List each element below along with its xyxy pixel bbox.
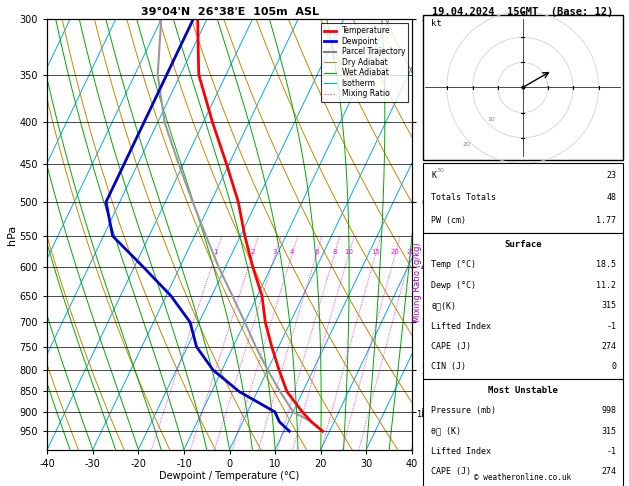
Text: Temp (°C): Temp (°C) xyxy=(431,260,476,269)
Text: 315: 315 xyxy=(601,301,616,310)
Text: CAPE (J): CAPE (J) xyxy=(431,468,471,476)
Text: 274: 274 xyxy=(601,342,616,351)
Text: © weatheronline.co.uk: © weatheronline.co.uk xyxy=(474,473,571,482)
Bar xyxy=(423,233,623,379)
Text: Lifted Index: Lifted Index xyxy=(431,322,491,330)
Text: Most Unstable: Most Unstable xyxy=(487,386,558,395)
Text: 19.04.2024  15GMT  (Base: 12): 19.04.2024 15GMT (Base: 12) xyxy=(432,7,613,17)
Legend: Temperature, Dewpoint, Parcel Trajectory, Dry Adiabat, Wet Adiabat, Isotherm, Mi: Temperature, Dewpoint, Parcel Trajectory… xyxy=(321,23,408,102)
Text: kt: kt xyxy=(431,19,442,29)
Text: 1.77: 1.77 xyxy=(596,216,616,225)
Text: 15: 15 xyxy=(371,249,380,255)
Text: 10: 10 xyxy=(344,249,353,255)
Text: -1: -1 xyxy=(606,322,616,330)
Text: Dewp (°C): Dewp (°C) xyxy=(431,281,476,290)
Text: CAPE (J): CAPE (J) xyxy=(431,342,471,351)
X-axis label: Dewpoint / Temperature (°C): Dewpoint / Temperature (°C) xyxy=(160,471,299,481)
Text: Lifted Index: Lifted Index xyxy=(431,447,491,456)
Y-axis label: km
ASL: km ASL xyxy=(431,225,446,244)
Text: 274: 274 xyxy=(601,468,616,476)
Text: 48: 48 xyxy=(606,193,616,202)
Text: CIN (J): CIN (J) xyxy=(431,363,466,371)
Text: 315: 315 xyxy=(601,427,616,435)
Text: 11.2: 11.2 xyxy=(596,281,616,290)
Bar xyxy=(423,379,623,486)
Text: 30: 30 xyxy=(437,168,445,174)
Text: 23: 23 xyxy=(606,171,616,180)
Text: 18.5: 18.5 xyxy=(596,260,616,269)
Text: Pressure (mb): Pressure (mb) xyxy=(431,406,496,415)
Text: K: K xyxy=(431,171,437,180)
Bar xyxy=(423,15,623,160)
Text: 1: 1 xyxy=(213,249,218,255)
Text: Mixing Ratio (g/kg): Mixing Ratio (g/kg) xyxy=(413,242,422,322)
Text: 10: 10 xyxy=(487,118,496,122)
Text: 8: 8 xyxy=(332,249,337,255)
Text: 25: 25 xyxy=(406,249,415,255)
Text: 998: 998 xyxy=(601,406,616,415)
Bar xyxy=(423,163,623,233)
Text: 4: 4 xyxy=(290,249,294,255)
Text: 6: 6 xyxy=(314,249,318,255)
Text: Totals Totals: Totals Totals xyxy=(431,193,496,202)
Title: 39°04'N  26°38'E  105m  ASL: 39°04'N 26°38'E 105m ASL xyxy=(141,7,318,17)
Y-axis label: hPa: hPa xyxy=(7,225,17,244)
Text: 2: 2 xyxy=(250,249,255,255)
Text: 0: 0 xyxy=(611,363,616,371)
Text: PW (cm): PW (cm) xyxy=(431,216,466,225)
Text: θᴇ (K): θᴇ (K) xyxy=(431,427,461,435)
Text: 1LCL: 1LCL xyxy=(416,410,436,419)
Text: θᴇ(K): θᴇ(K) xyxy=(431,301,456,310)
Text: -1: -1 xyxy=(606,447,616,456)
Text: 20: 20 xyxy=(391,249,399,255)
Text: Surface: Surface xyxy=(504,240,542,249)
Text: 20: 20 xyxy=(462,142,470,147)
Text: 3: 3 xyxy=(273,249,277,255)
